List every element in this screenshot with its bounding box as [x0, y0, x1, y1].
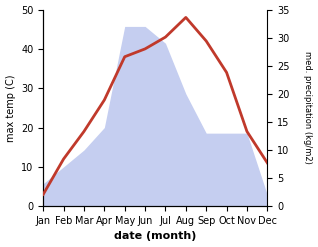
Y-axis label: med. precipitation (kg/m2): med. precipitation (kg/m2) — [303, 51, 313, 164]
X-axis label: date (month): date (month) — [114, 231, 197, 242]
Y-axis label: max temp (C): max temp (C) — [5, 74, 16, 142]
